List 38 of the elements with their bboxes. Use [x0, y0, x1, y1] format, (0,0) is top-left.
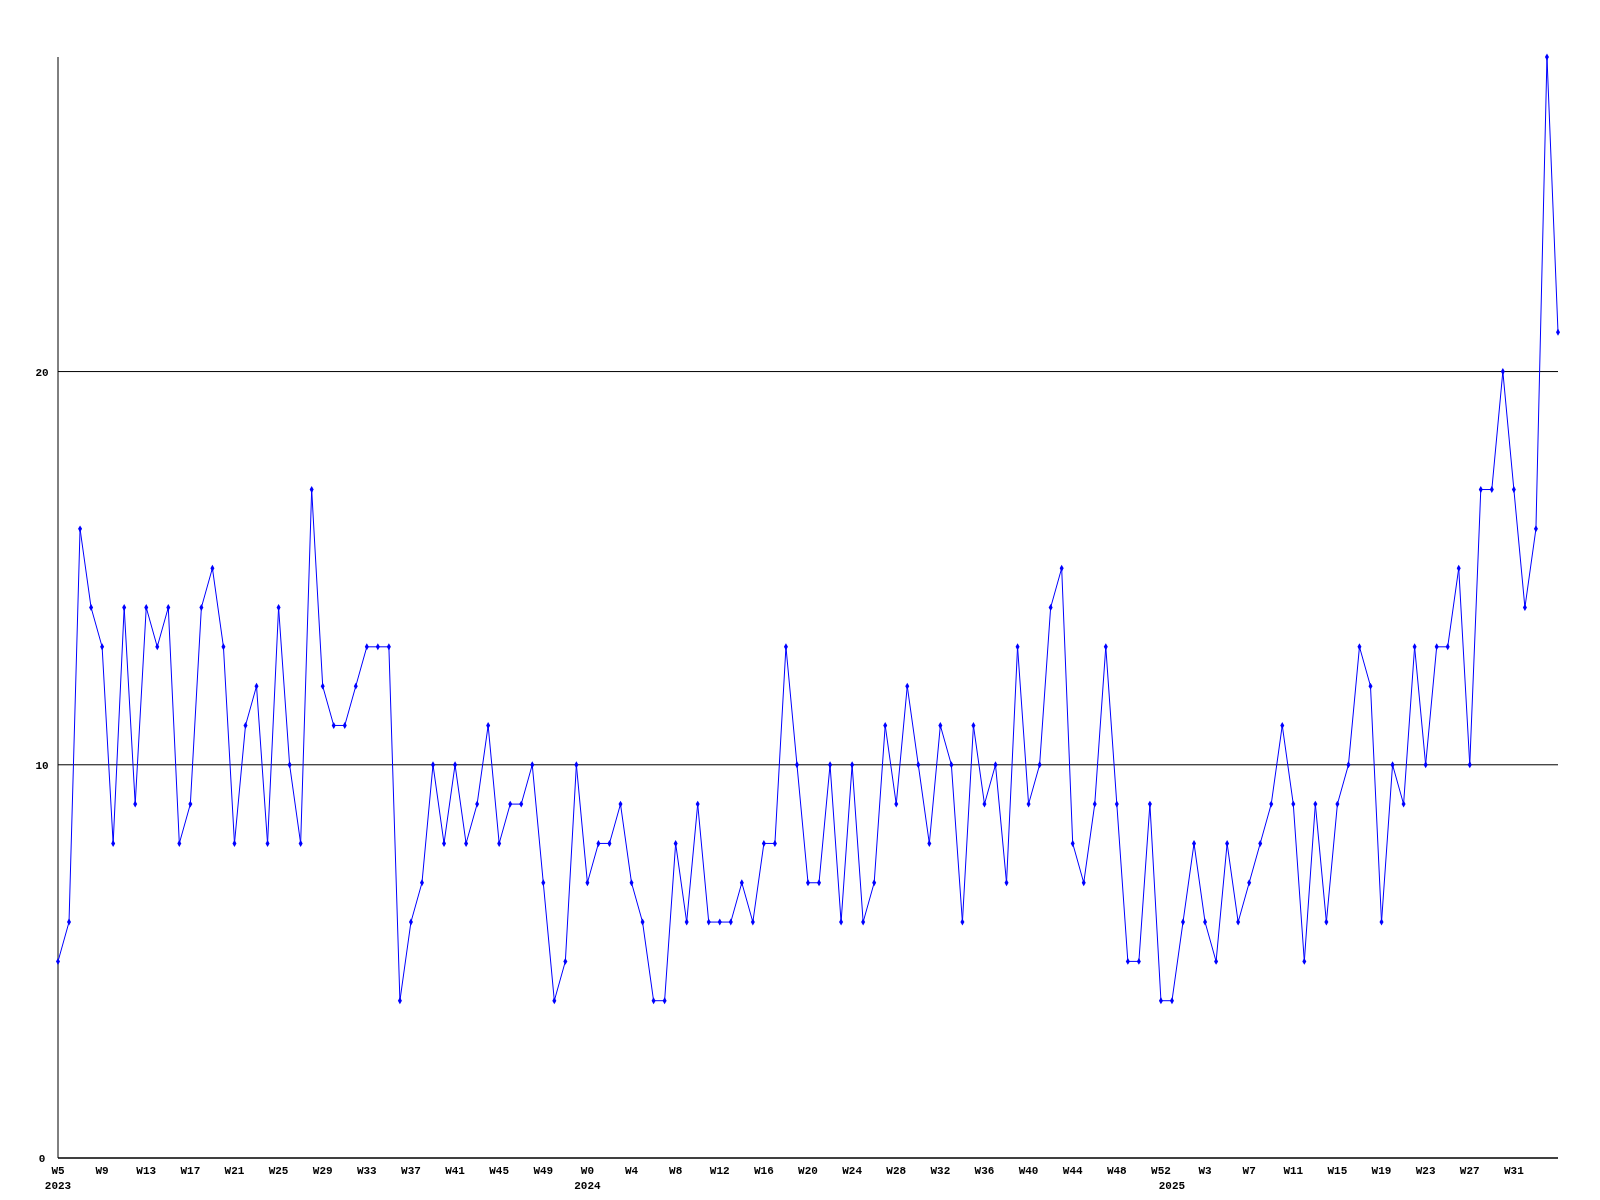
x-tick-label: W24 [842, 1165, 863, 1177]
x-tick-label: W23 [1415, 1165, 1436, 1177]
x-tick-label: W25 [268, 1165, 289, 1177]
x-tick-label: W37 [401, 1165, 421, 1177]
x-tick-label: W13 [136, 1165, 157, 1177]
x-tick-label: W9 [95, 1165, 109, 1177]
x-tick-label: W0 2024 [574, 1165, 602, 1192]
x-tick-label: W21 [224, 1165, 245, 1177]
x-tick-label: W31 [1503, 1165, 1525, 1177]
x-tick-label: W17 [180, 1165, 201, 1177]
x-tick-label: W49 [533, 1165, 554, 1177]
y-tick-label: 20 [35, 366, 49, 379]
y-tick-label: 10 [35, 759, 49, 772]
x-tick-label: W16 [753, 1165, 774, 1177]
y-tick-label: 0 [38, 1153, 46, 1165]
x-tick-label: W8 [669, 1165, 683, 1177]
x-tick-label: W3 [1198, 1165, 1213, 1177]
x-tick-label: W48 [1106, 1165, 1128, 1177]
x-tick-label: W36 [974, 1165, 995, 1177]
x-tick-label: W20 [798, 1165, 818, 1177]
x-tick-label: W44 [1062, 1165, 1083, 1177]
x-tick-label: W27 [1459, 1165, 1480, 1177]
x-tick-label: W4 [624, 1165, 639, 1177]
x-tick-label: W32 [930, 1165, 951, 1177]
x-tick-label: W5 2023 [44, 1165, 72, 1192]
x-tick-label: W40 [1018, 1165, 1039, 1177]
x-tick-label: W7 [1242, 1165, 1256, 1177]
x-tick-label: W28 [886, 1165, 907, 1177]
x-tick-label: W29 [312, 1165, 333, 1177]
x-tick-label: W15 [1327, 1165, 1348, 1177]
x-tick-label: 2025 [1158, 1180, 1186, 1192]
x-tick-label: W52 [1151, 1165, 1171, 1177]
x-tick-label: W12 [709, 1165, 730, 1177]
x-tick-label: W33 [356, 1165, 378, 1177]
x-tick-label: W11 [1283, 1165, 1304, 1177]
x-tick-label: W41 [445, 1165, 466, 1177]
x-tick-label: W45 [489, 1165, 510, 1177]
x-tick-label: W19 [1371, 1165, 1392, 1177]
